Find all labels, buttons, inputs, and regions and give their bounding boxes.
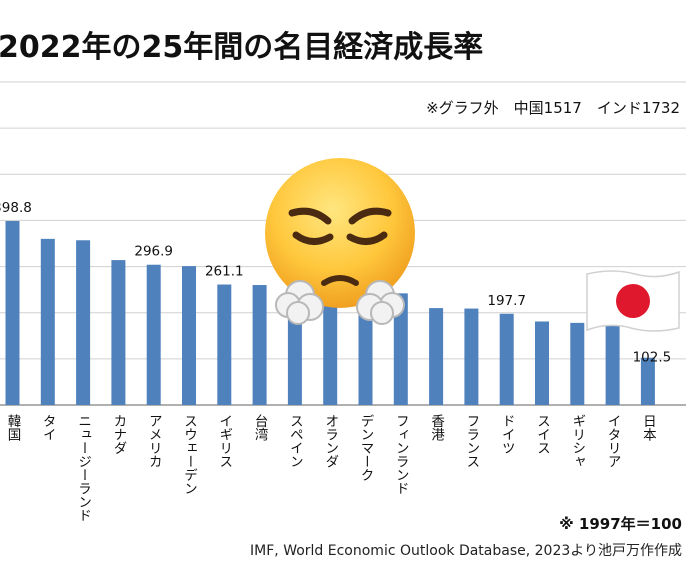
category-label: フランス [463,414,479,468]
category-label: 台湾 [252,414,269,442]
category-label: オランダ [322,414,338,468]
chart-title: 2022年の25年間の名目経済成長率 [0,30,484,65]
category-label: スペイン [287,414,304,468]
japan-flag-icon [583,266,683,336]
bar-12 [429,308,444,405]
data-label: 261.1 [205,264,244,280]
category-label: スウェーデン [181,414,197,495]
base-year-note: ※ 1997年＝100 [559,515,682,533]
bar-14 [499,313,514,405]
bar-11 [393,293,408,405]
category-label: フィンランド [393,414,409,495]
data-label: 197.7 [487,293,526,309]
category-label: ギリシャ [569,414,585,468]
source-note: IMF, World Economic Outlook Database, 20… [250,543,682,559]
bar-18 [640,357,655,405]
category-labels: 韓国 タイ ニュージーランド カナダ アメリカ スウェーデン イギリス 台湾 スペイン オランダ デ… [5,414,657,522]
bar-5 [182,266,196,405]
bar-7 [252,285,267,405]
outside-graph-note: ※グラフ外 中国1517 インド1732 [426,99,680,117]
category-label: タイ [40,414,56,441]
bar-6 [217,284,232,405]
data-label: 398.8 [0,200,32,216]
bar-0 [5,220,20,405]
bar-16 [570,322,585,405]
bar-4 [146,264,161,405]
category-label: ドイツ [499,414,515,455]
category-label: アメリカ [146,414,162,468]
bar-13 [464,308,479,405]
bar-3 [111,260,126,405]
category-label: 香港 [428,414,445,442]
category-label: カナダ [110,414,126,455]
bars [5,220,655,405]
category-label: スイス [534,414,550,455]
category-label: 日本 [640,414,657,441]
data-label: 102.5 [633,350,672,366]
bar-17 [605,324,620,405]
category-label: イギリス [216,414,232,468]
category-label: イタリア [605,414,621,468]
category-label: ニュージーランド [75,414,91,522]
category-label: デンマーク [358,414,374,482]
data-label: 296.9 [134,244,173,260]
bar-1 [40,238,55,405]
bar-15 [535,321,549,405]
category-label: 韓国 [5,414,22,442]
angry-face-steam-icon [262,155,417,325]
bar-9 [323,285,338,405]
bar-2 [76,240,91,405]
